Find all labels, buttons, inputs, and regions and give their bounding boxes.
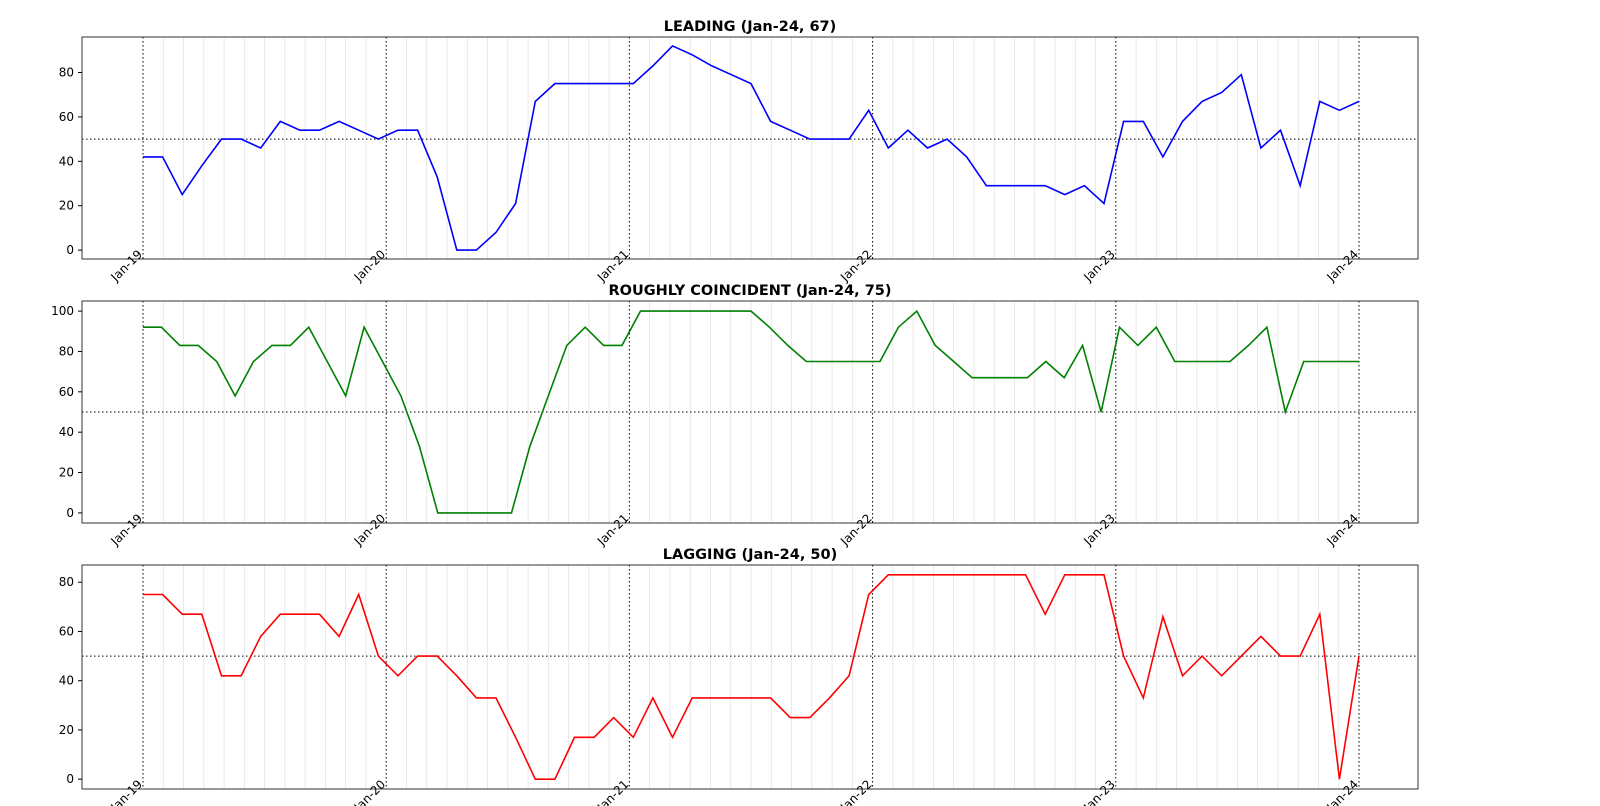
y-tick-label: 80 [59,344,74,358]
x-tick-label: Jan-22 [837,777,875,806]
x-tick-label: Jan-23 [1080,777,1118,806]
y-tick-label: 60 [59,624,74,638]
y-tick-label: 40 [59,425,74,439]
x-tick-label: Jan-21 [594,247,632,285]
y-tick-label: 60 [59,385,74,399]
x-tick-label: Jan-23 [1080,247,1118,285]
y-tick-label: 20 [59,199,74,213]
chart-panel-2: ROUGHLY COINCIDENT (Jan-24, 75) 0 20 40 60 80… [51,283,1419,549]
x-tick-label: Jan-24 [1324,511,1362,549]
x-tick-label: Jan-23 [1080,511,1118,549]
y-tick-label: 20 [59,723,74,737]
y-tick-label: 100 [51,304,74,318]
chart-title: LEADING (Jan-24, 67) [664,19,837,35]
y-tick-label: 0 [66,506,74,520]
plot-frame [81,36,1419,260]
plot-frame [81,564,1419,790]
y-tick-label: 0 [66,772,74,786]
x-tick-label: Jan-22 [837,511,875,549]
chart-title: ROUGHLY COINCIDENT (Jan-24, 75) [608,283,891,299]
x-tick-label: Jan-22 [837,247,875,285]
x-tick-label: Jan-20 [351,247,389,285]
y-tick-label: 60 [59,110,74,124]
x-tick-label: Jan-20 [351,511,389,549]
y-tick-label: 80 [59,575,74,589]
series-line [143,309,1359,514]
x-tick-label: Jan-21 [594,777,632,806]
x-tick-label: Jan-24 [1324,247,1362,285]
x-tick-label: Jan-21 [594,511,632,549]
series-line [143,573,1360,781]
x-tick-label: Jan-24 [1324,777,1362,806]
x-tick-label: Jan-20 [351,777,389,806]
y-tick-label: 40 [59,154,74,168]
y-tick-label: 0 [66,243,74,257]
chart-panel-3: LAGGING (Jan-24, 50) 0 20 40 60 80 Jan-19 Jan-2… [59,547,1419,806]
x-tick-label: Jan-19 [108,247,146,285]
y-tick-label: 20 [59,466,74,480]
series-line [143,44,1360,251]
plot-frame [81,300,1419,524]
x-tick-label: Jan-19 [108,777,146,806]
chart-title: LAGGING (Jan-24, 50) [663,547,837,563]
y-tick-label: 40 [59,674,74,688]
x-tick-label: Jan-19 [108,511,146,549]
chart-panel-1: LEADING (Jan-24, 67) 0 20 40 60 80 Jan-19 Jan-2… [59,19,1419,285]
y-tick-label: 80 [59,66,74,80]
